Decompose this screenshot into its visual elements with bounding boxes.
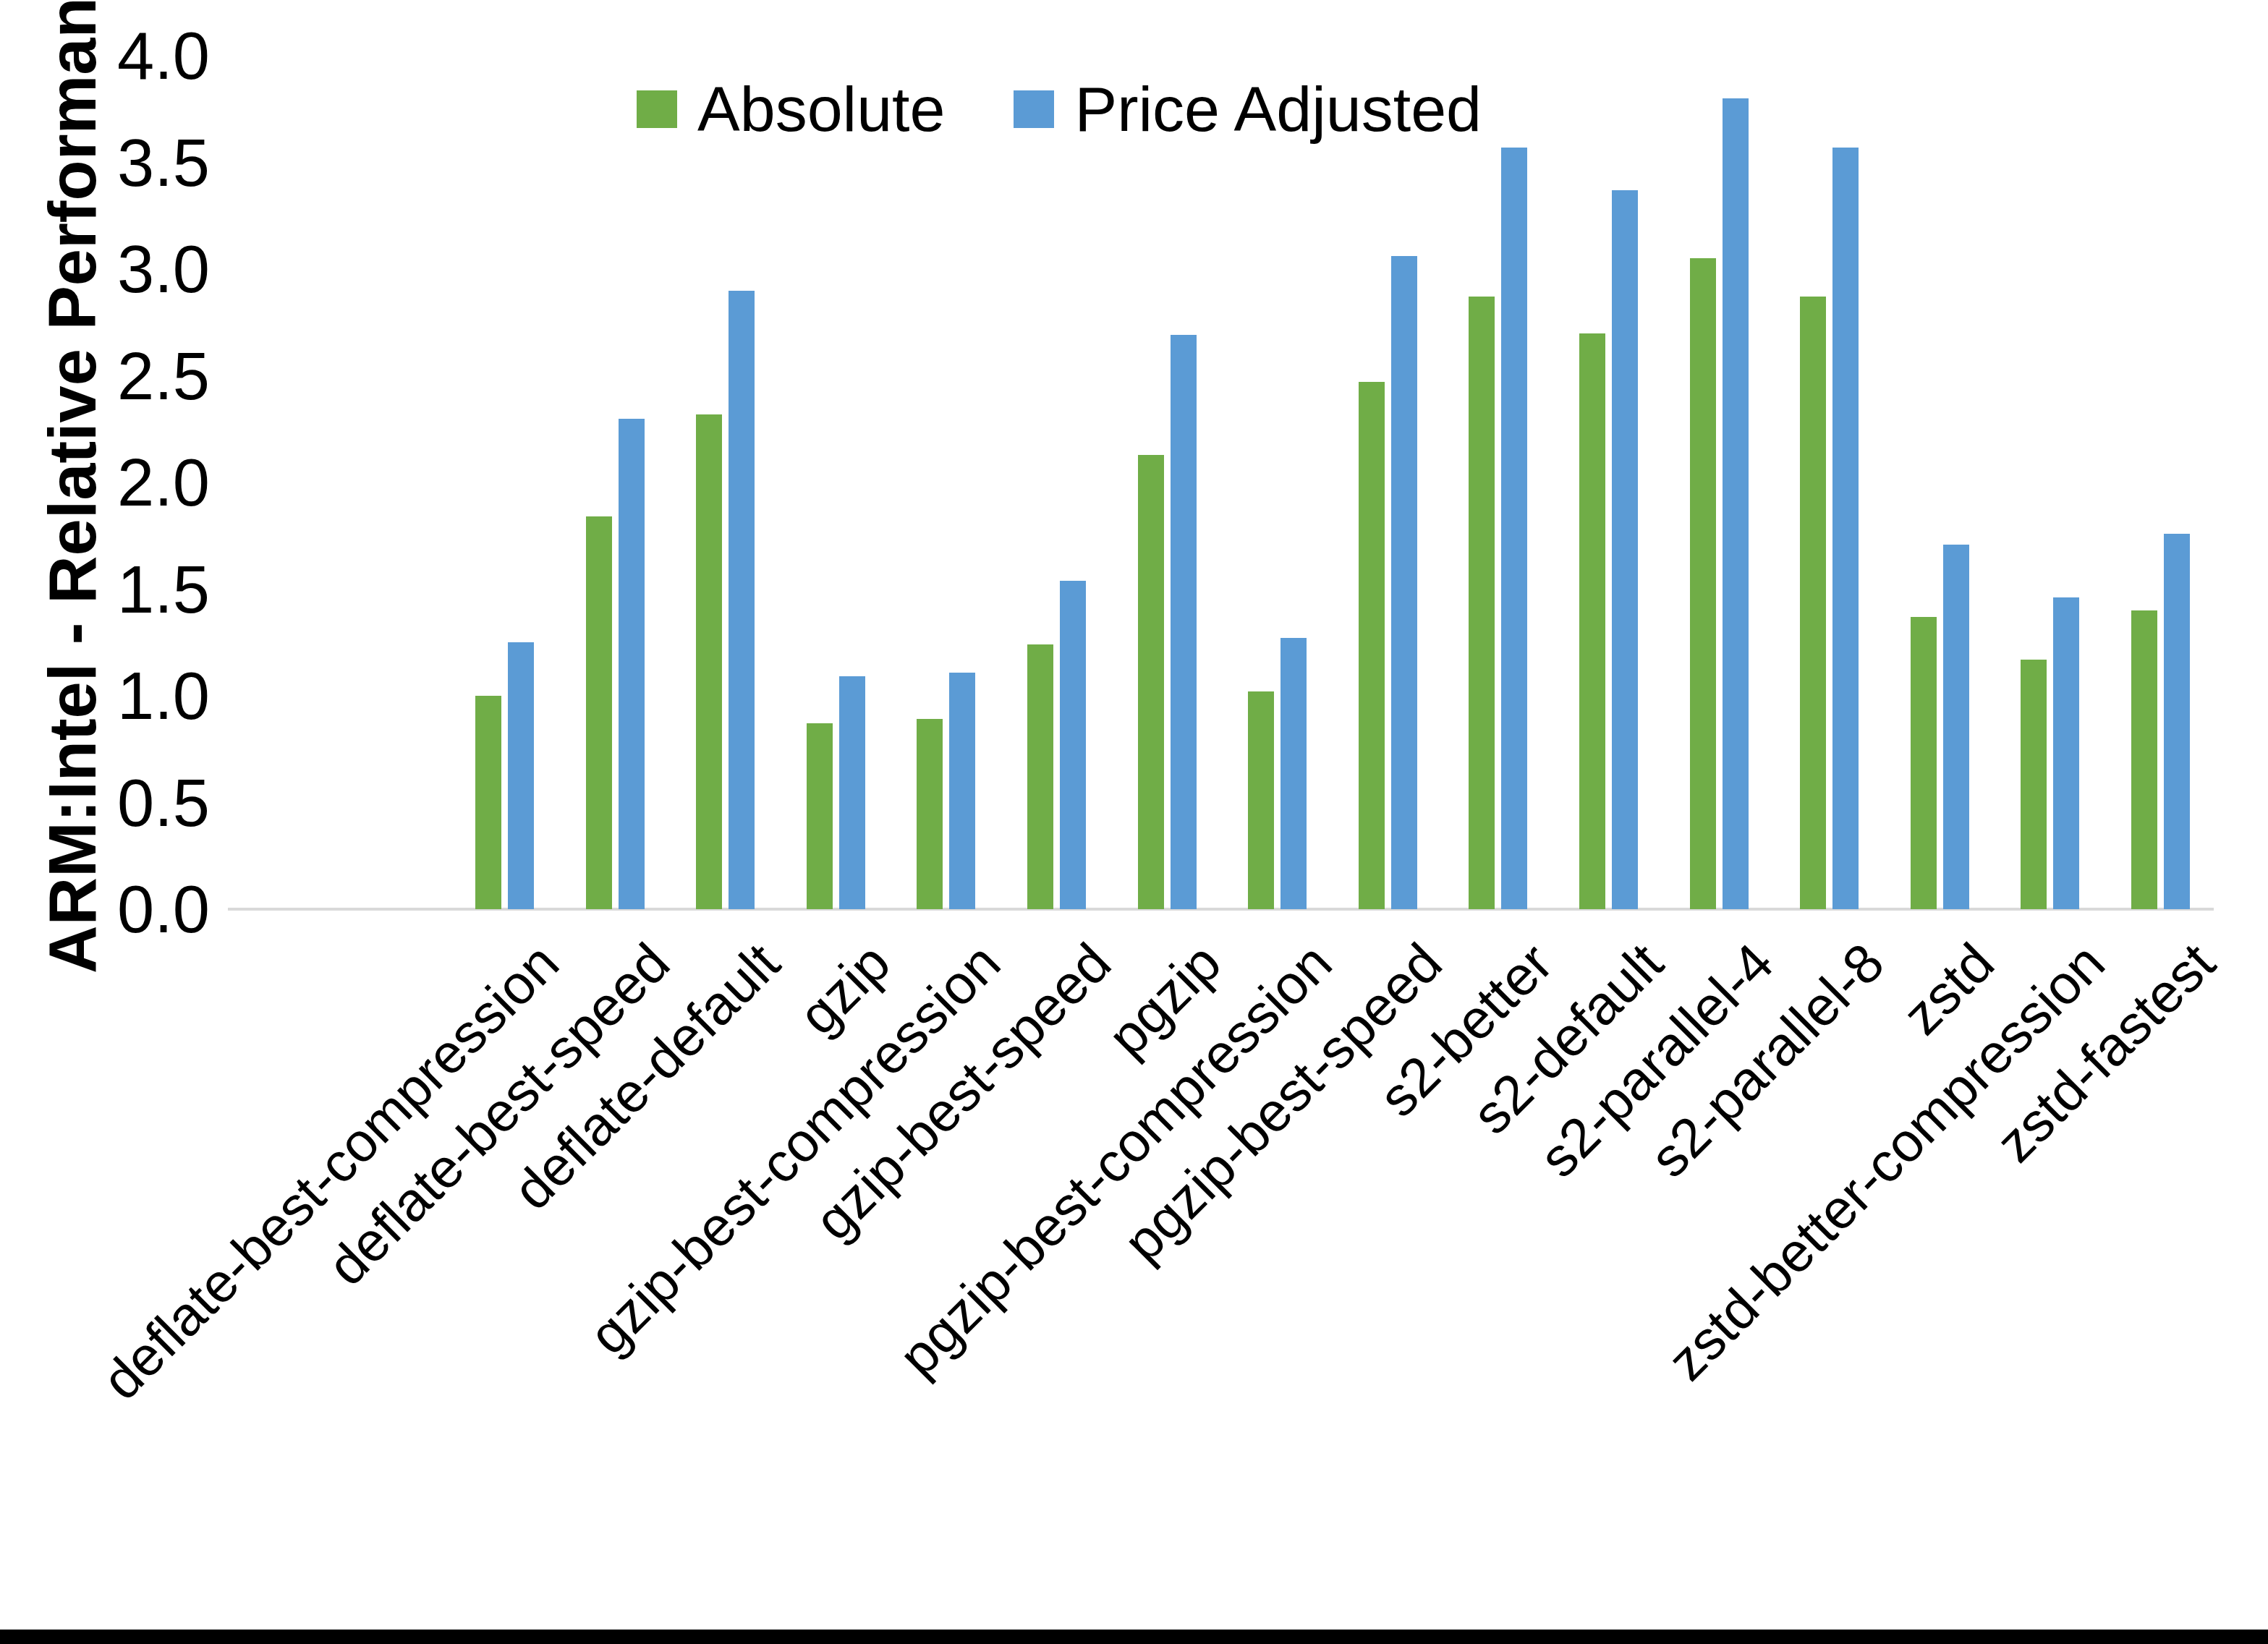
ytick-label: 0.5 — [29, 764, 210, 840]
bar-price-adjusted-gzip-best-speed — [1060, 581, 1086, 909]
bar-price-adjusted-pgzip-best-compression — [1280, 638, 1307, 909]
bar-absolute-pgzip-best-speed — [1359, 382, 1385, 909]
bar-price-adjusted-zstd-better-compression — [2053, 597, 2079, 909]
ytick-label: 1.5 — [29, 551, 210, 627]
ytick-label: 3.5 — [29, 124, 210, 200]
bar-absolute-zstd — [1911, 617, 1937, 909]
ytick-label: 2.0 — [29, 445, 210, 521]
relative-performance-chart: ARM:Intel - Relative Performance Absolut… — [0, 0, 2268, 1644]
ytick-label: 1.0 — [29, 658, 210, 734]
bar-absolute-pgzip-best-compression — [1248, 691, 1274, 909]
ytick-label: 2.5 — [29, 338, 210, 414]
bar-absolute-zstd-fastest — [2131, 610, 2157, 909]
bar-absolute-deflate-default — [696, 414, 722, 909]
bar-price-adjusted-gzip-best-compression — [949, 673, 975, 909]
bar-absolute-pgzip — [1138, 455, 1164, 909]
bar-absolute-s2-default — [1579, 333, 1605, 910]
bar-absolute-gzip-best-compression — [917, 719, 943, 909]
bar-absolute-deflate-best-compression — [475, 696, 501, 909]
bar-price-adjusted-s2-parallel-8 — [1832, 148, 1859, 909]
bottom-border — [0, 1630, 2268, 1644]
bar-price-adjusted-s2-default — [1612, 190, 1638, 909]
bar-absolute-s2-parallel-8 — [1800, 297, 1826, 909]
bar-price-adjusted-deflate-best-speed — [619, 419, 645, 910]
ytick-label: 0.0 — [29, 872, 210, 947]
bar-price-adjusted-s2-parallel-4 — [1723, 98, 1749, 909]
bar-absolute-deflate-best-speed — [586, 516, 612, 909]
bar-price-adjusted-zstd-fastest — [2164, 534, 2190, 909]
ytick-label: 4.0 — [29, 18, 210, 94]
x-category-label-deflate-best-compression: deflate-best-compression — [90, 931, 571, 1412]
bar-absolute-zstd-better-compression — [2021, 660, 2047, 909]
bar-absolute-gzip — [807, 723, 833, 909]
plot-area — [228, 56, 2214, 909]
bar-absolute-s2-better — [1469, 297, 1495, 909]
bar-price-adjusted-pgzip — [1171, 335, 1197, 909]
ytick-label: 3.0 — [29, 231, 210, 307]
bar-price-adjusted-zstd — [1943, 545, 1969, 909]
bar-absolute-gzip-best-speed — [1027, 644, 1053, 909]
bar-price-adjusted-gzip — [839, 676, 865, 909]
bar-price-adjusted-deflate-best-compression — [508, 642, 534, 909]
bar-price-adjusted-s2-better — [1501, 148, 1527, 909]
bar-price-adjusted-pgzip-best-speed — [1391, 256, 1417, 909]
bar-absolute-s2-parallel-4 — [1690, 258, 1716, 909]
bar-price-adjusted-deflate-default — [729, 291, 755, 910]
